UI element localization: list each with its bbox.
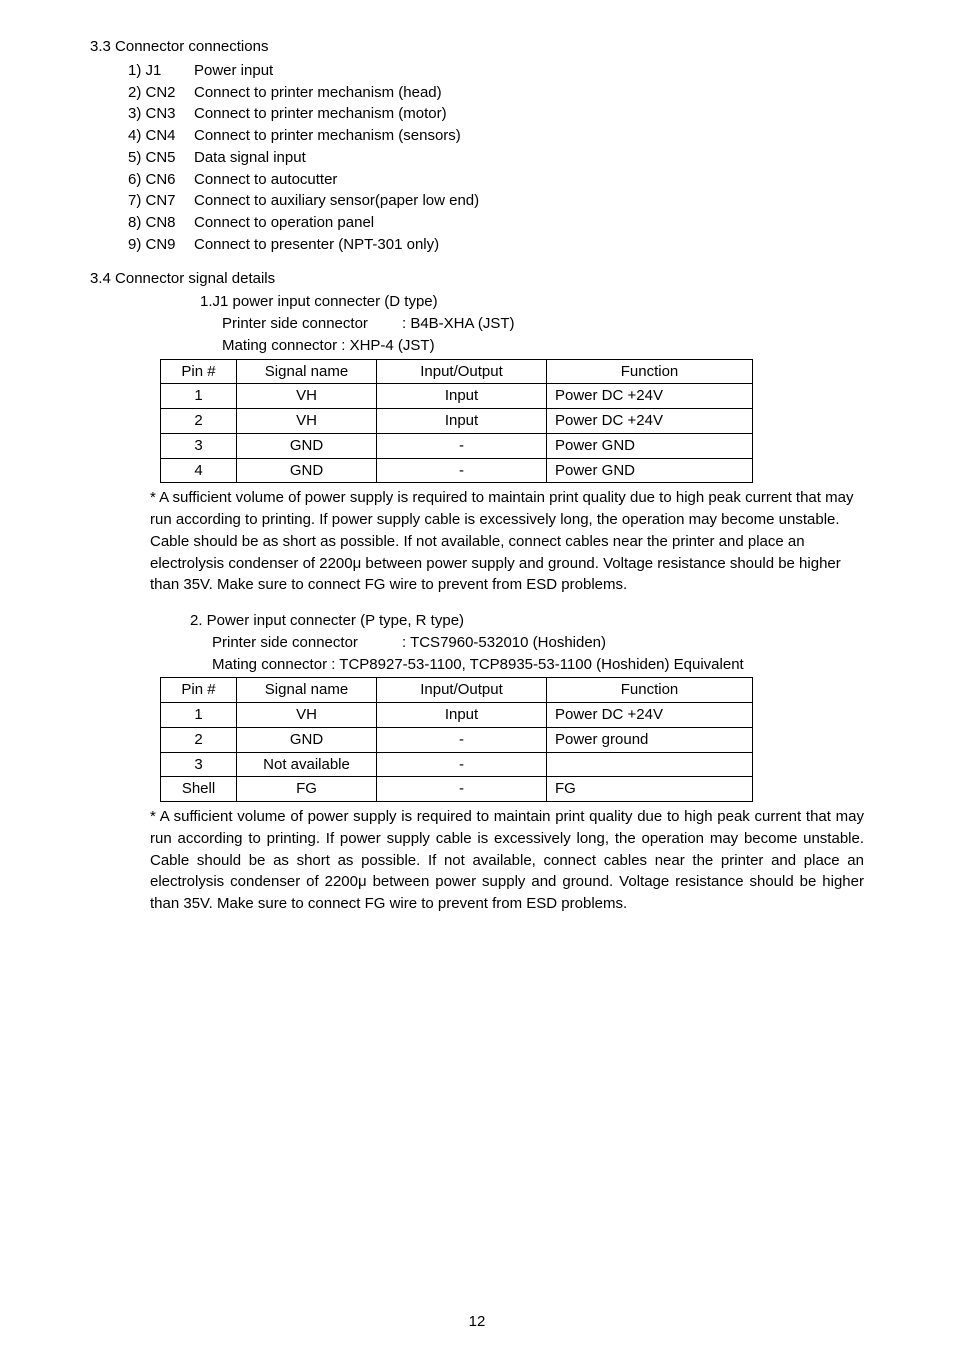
- td: 1: [161, 703, 237, 728]
- connector-item-num: 4) CN4: [128, 125, 194, 147]
- connector-item-text: Connect to printer mechanism (motor): [194, 103, 447, 125]
- th-io: Input/Output: [377, 678, 547, 703]
- connector-item: 8) CN8 Connect to operation panel: [128, 212, 864, 234]
- sub1-printer-value: : B4B-XHA (JST): [402, 313, 515, 335]
- td: Not available: [237, 752, 377, 777]
- td: FG: [237, 777, 377, 802]
- connector-item-text: Connect to printer mechanism (sensors): [194, 125, 461, 147]
- td: Power DC +24V: [547, 409, 753, 434]
- td: 2: [161, 727, 237, 752]
- th-func: Function: [547, 678, 753, 703]
- td: 1: [161, 384, 237, 409]
- td: Input: [377, 384, 547, 409]
- td: VH: [237, 384, 377, 409]
- table-row: Pin # Signal name Input/Output Function: [161, 359, 753, 384]
- sub1-block: 1.J1 power input connecter (D type) Prin…: [200, 291, 864, 356]
- section-3-4-heading: 3.4 Connector signal details: [90, 268, 864, 290]
- sub1-title: 1.J1 power input connecter (D type): [200, 291, 864, 313]
- connector-item: 6) CN6 Connect to autocutter: [128, 169, 864, 191]
- table-row: 1 VH Input Power DC +24V: [161, 703, 753, 728]
- connector-item-num: 2) CN2: [128, 82, 194, 104]
- sub2-printer-value: : TCS7960-532010 (Hoshiden): [402, 632, 606, 654]
- connector-item: 3) CN3 Connect to printer mechanism (mot…: [128, 103, 864, 125]
- connector-item-text: Connect to printer mechanism (head): [194, 82, 442, 104]
- sub1-note: * A sufficient volume of power supply is…: [150, 487, 864, 596]
- sub1-mating: Mating connector : XHP-4 (JST): [222, 335, 864, 357]
- th-pin: Pin #: [161, 359, 237, 384]
- connector-item-num: 3) CN3: [128, 103, 194, 125]
- connector-item: 5) CN5 Data signal input: [128, 147, 864, 169]
- td: Shell: [161, 777, 237, 802]
- connector-item-text: Connect to operation panel: [194, 212, 374, 234]
- td: Power DC +24V: [547, 703, 753, 728]
- td: -: [377, 777, 547, 802]
- connector-item-num: 7) CN7: [128, 190, 194, 212]
- td: -: [377, 433, 547, 458]
- sub2-block: 2. Power input connecter (P type, R type…: [190, 610, 864, 675]
- td: Power GND: [547, 458, 753, 483]
- table-row: Shell FG - FG: [161, 777, 753, 802]
- td: GND: [237, 458, 377, 483]
- td: Power GND: [547, 433, 753, 458]
- th-signal: Signal name: [237, 359, 377, 384]
- connector-item: 2) CN2 Connect to printer mechanism (hea…: [128, 82, 864, 104]
- sub2-mating: Mating connector : TCP8927-53-1100, TCP8…: [212, 654, 864, 676]
- connector-item-num: 6) CN6: [128, 169, 194, 191]
- connector-list: 1) J1 Power input 2) CN2 Connect to prin…: [128, 60, 864, 256]
- td: -: [377, 727, 547, 752]
- td: Input: [377, 703, 547, 728]
- connector-item: 7) CN7 Connect to auxiliary sensor(paper…: [128, 190, 864, 212]
- table-row: 2 GND - Power ground: [161, 727, 753, 752]
- table-j1: Pin # Signal name Input/Output Function …: [160, 359, 753, 484]
- connector-item-text: Connect to autocutter: [194, 169, 337, 191]
- connector-item: 1) J1 Power input: [128, 60, 864, 82]
- td: -: [377, 752, 547, 777]
- connector-item-num: 1) J1: [128, 60, 194, 82]
- connector-item-text: Power input: [194, 60, 273, 82]
- section-3-3-heading: 3.3 Connector connections: [90, 36, 864, 58]
- table-power2: Pin # Signal name Input/Output Function …: [160, 677, 753, 802]
- table-row: 2 VH Input Power DC +24V: [161, 409, 753, 434]
- connector-item-text: Connect to auxiliary sensor(paper low en…: [194, 190, 479, 212]
- table-row: 1 VH Input Power DC +24V: [161, 384, 753, 409]
- th-signal: Signal name: [237, 678, 377, 703]
- page-number: 12: [0, 1311, 954, 1333]
- connector-item: 9) CN9 Connect to presenter (NPT-301 onl…: [128, 234, 864, 256]
- table-row: 3 Not available -: [161, 752, 753, 777]
- td: 3: [161, 433, 237, 458]
- td: 3: [161, 752, 237, 777]
- connector-item: 4) CN4 Connect to printer mechanism (sen…: [128, 125, 864, 147]
- table-row: Pin # Signal name Input/Output Function: [161, 678, 753, 703]
- connector-item-num: 9) CN9: [128, 234, 194, 256]
- connector-item-num: 5) CN5: [128, 147, 194, 169]
- td: GND: [237, 433, 377, 458]
- td: VH: [237, 703, 377, 728]
- connector-item-text: Data signal input: [194, 147, 306, 169]
- td: -: [377, 458, 547, 483]
- table-row: 3 GND - Power GND: [161, 433, 753, 458]
- td: Power DC +24V: [547, 384, 753, 409]
- th-func: Function: [547, 359, 753, 384]
- td: VH: [237, 409, 377, 434]
- sub1-printer-label: Printer side connector: [222, 313, 402, 335]
- td: 4: [161, 458, 237, 483]
- th-pin: Pin #: [161, 678, 237, 703]
- sub2-note: * A sufficient volume of power supply is…: [150, 806, 864, 915]
- td: [547, 752, 753, 777]
- table-row: 4 GND - Power GND: [161, 458, 753, 483]
- sub2-printer-label: Printer side connector: [212, 632, 402, 654]
- td: Input: [377, 409, 547, 434]
- th-io: Input/Output: [377, 359, 547, 384]
- connector-item-num: 8) CN8: [128, 212, 194, 234]
- td: FG: [547, 777, 753, 802]
- td: Power ground: [547, 727, 753, 752]
- connector-item-text: Connect to presenter (NPT-301 only): [194, 234, 439, 256]
- td: GND: [237, 727, 377, 752]
- sub2-title: 2. Power input connecter (P type, R type…: [190, 610, 864, 632]
- td: 2: [161, 409, 237, 434]
